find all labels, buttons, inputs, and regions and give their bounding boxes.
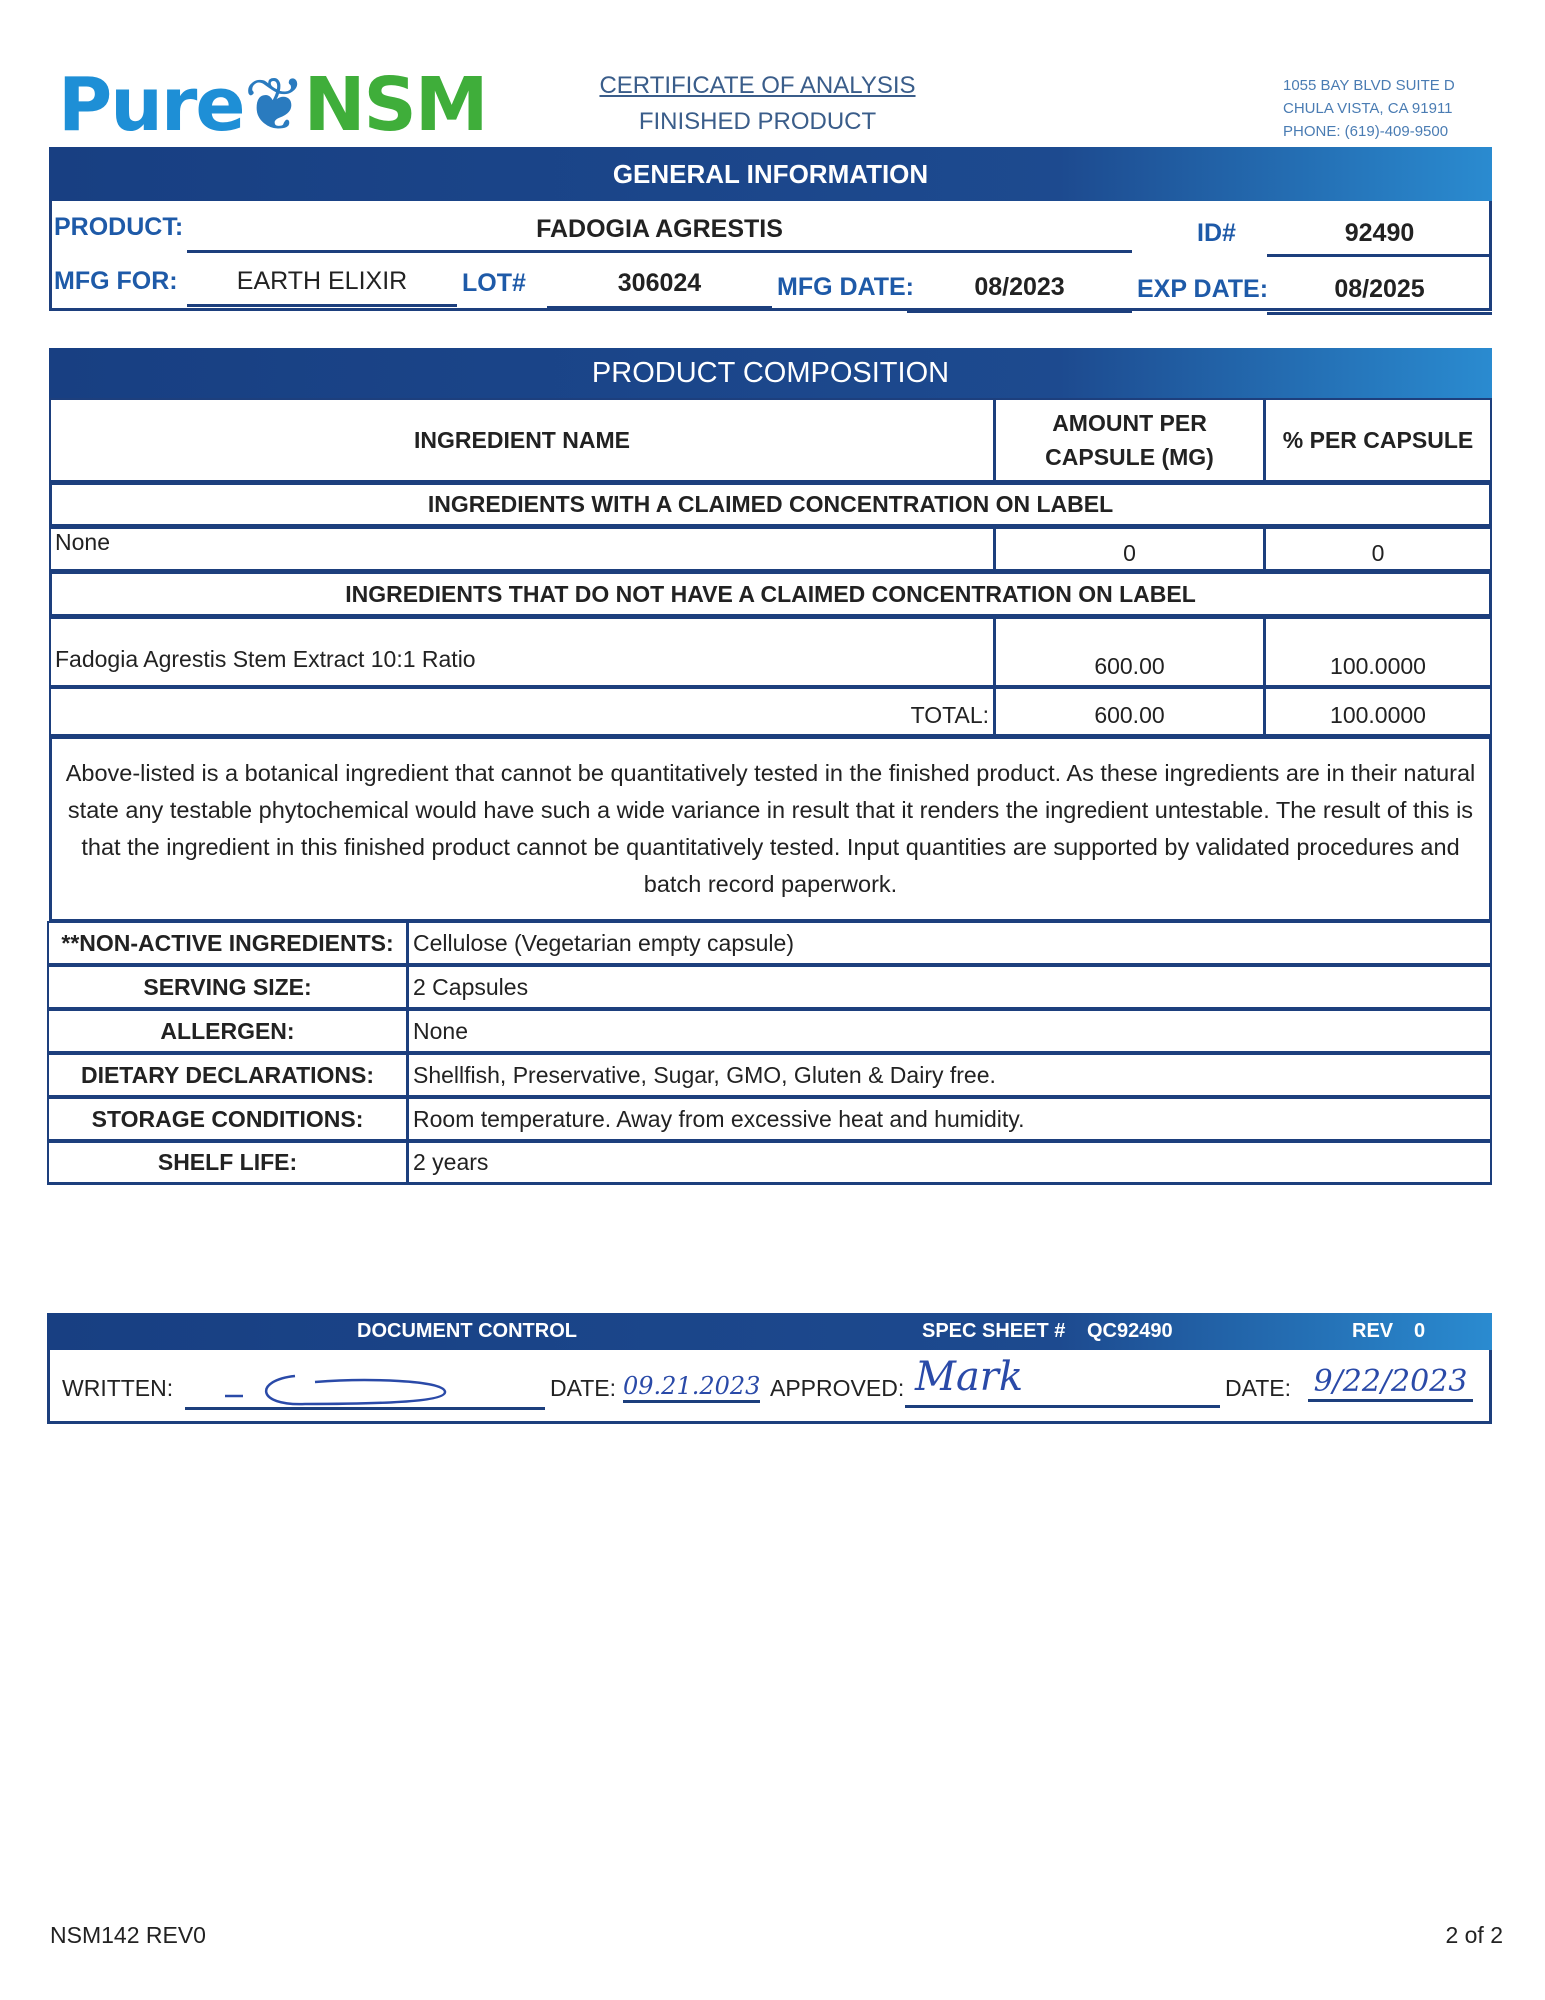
detail-row: SERVING SIZE: 2 Capsules <box>47 965 1492 1009</box>
document-control-heading: DOCUMENT CONTROL SPEC SHEET # QC92490 RE… <box>47 1313 1492 1350</box>
detail-value: None <box>407 1009 1492 1053</box>
product-value: FADOGIA AGRESTIS <box>187 215 1132 253</box>
document-title: CERTIFICATE OF ANALYSIS <box>599 72 916 99</box>
column-header-percent: % PER CAPSULE <box>1264 398 1492 482</box>
general-information-heading: GENERAL INFORMATION <box>49 147 1492 201</box>
detail-row: STORAGE CONDITIONS: Room temperature. Awa… <box>47 1097 1492 1141</box>
detail-label: SHELF LIFE: <box>47 1141 408 1185</box>
detail-row: DIETARY DECLARATIONS: Shellfish, Preserva… <box>47 1053 1492 1097</box>
detail-row: SHELF LIFE: 2 years <box>47 1141 1492 1185</box>
written-signature <box>185 1366 545 1410</box>
id-label: ID# <box>1197 219 1236 247</box>
detail-row: **NON-ACTIVE INGREDIENTS: Cellulose (Vege… <box>47 921 1492 965</box>
ingredient-name: None <box>49 527 995 571</box>
detail-value: Shellfish, Preservative, Sugar, GMO, Glu… <box>407 1053 1492 1097</box>
details-table: **NON-ACTIVE INGREDIENTS: Cellulose (Vege… <box>47 921 1492 1185</box>
mfg-for-value: EARTH ELIXIR <box>187 267 457 307</box>
detail-label: STORAGE CONDITIONS: <box>47 1097 408 1141</box>
approved-date: 9/22/2023 <box>1308 1364 1473 1402</box>
general-information-section: PRODUCT: FADOGIA AGRESTIS ID# 92490 MFG … <box>49 201 1492 315</box>
revision-number: 0 <box>1414 1320 1426 1342</box>
ingredient-percent: 100.0000 <box>1264 617 1492 687</box>
form-number: NSM142 REV0 <box>50 1922 206 1948</box>
product-label: PRODUCT: <box>54 213 184 241</box>
company-address: 1055 BAY BLVD SUITE D CHULA VISTA, CA 919… <box>1283 77 1455 140</box>
detail-value: 2 years <box>407 1141 1492 1185</box>
id-value: 92490 <box>1267 219 1492 257</box>
approved-signature: Mark <box>905 1354 1220 1408</box>
exp-date-label: EXP DATE: <box>1137 275 1269 303</box>
page-number: 2 of 2 <box>1445 1922 1503 1948</box>
detail-label: **NON-ACTIVE INGREDIENTS: <box>47 921 408 965</box>
signature-scribble <box>225 1374 447 1406</box>
detail-row: ALLERGEN: None <box>47 1009 1492 1053</box>
ingredient-name: Fadogia Agrestis Stem Extract 10:1 Ratio <box>49 617 995 687</box>
column-header-ingredient: INGREDIENT NAME <box>49 398 995 482</box>
detail-value: Cellulose (Vegetarian empty capsule) <box>407 921 1492 965</box>
spec-sheet-number: QC92490 <box>1087 1320 1173 1342</box>
detail-label: ALLERGEN: <box>47 1009 408 1053</box>
detail-value: 2 Capsules <box>407 965 1492 1009</box>
signature-row: WRITTEN: DATE: 09.21.2023 APPROVED: Mark… <box>47 1350 1492 1424</box>
ingredient-percent: 0 <box>1264 527 1492 571</box>
mfg-date-label: MFG DATE: <box>777 273 915 301</box>
total-amount: 600.00 <box>994 687 1265 736</box>
column-header-amount: AMOUNT PER CAPSULE (MG) <box>994 398 1265 482</box>
lot-label: LOT# <box>462 269 526 297</box>
written-date: 09.21.2023 <box>623 1372 761 1403</box>
total-label: TOTAL: <box>49 687 995 736</box>
company-logo: Pure❦NSM <box>58 62 488 148</box>
ingredient-amount: 600.00 <box>994 617 1265 687</box>
detail-label: DIETARY DECLARATIONS: <box>47 1053 408 1097</box>
product-composition-heading: PRODUCT COMPOSITION <box>49 348 1492 398</box>
composition-note: Above-listed is a botanical ingredient t… <box>49 736 1492 922</box>
detail-value: Room temperature. Away from excessive he… <box>407 1097 1492 1141</box>
mfg-for-label: MFG FOR: <box>54 267 178 295</box>
mfg-date-value: 08/2023 <box>907 273 1132 313</box>
claimed-section-heading: INGREDIENTS WITH A CLAIMED CONCENTRATION… <box>49 482 1492 527</box>
detail-label: SERVING SIZE: <box>47 965 408 1009</box>
ingredient-amount: 0 <box>994 527 1265 571</box>
lot-value: 306024 <box>547 269 772 309</box>
exp-date-value: 08/2025 <box>1267 275 1492 315</box>
unclaimed-section-heading: INGREDIENTS THAT DO NOT HAVE A CLAIMED C… <box>49 571 1492 617</box>
total-percent: 100.0000 <box>1264 687 1492 736</box>
document-subtitle: FINISHED PRODUCT <box>638 108 877 135</box>
